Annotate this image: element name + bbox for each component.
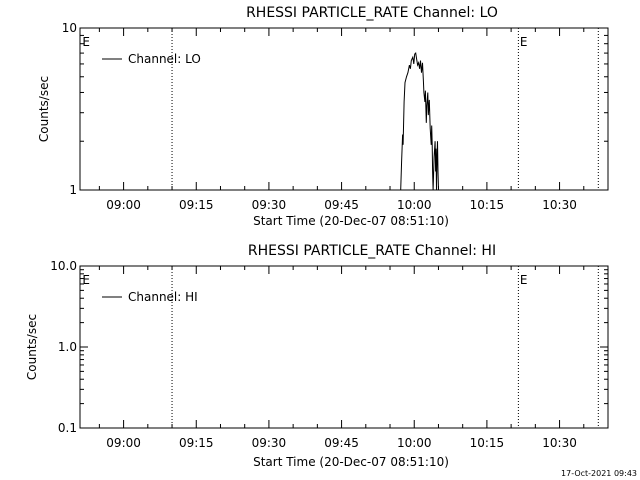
x-tick-label: 10:00 xyxy=(397,436,432,450)
y-tick-label: 10.0 xyxy=(50,259,77,273)
x-axis-label: Start Time (20-Dec-07 08:51:10) xyxy=(253,455,449,469)
x-tick-label: 09:45 xyxy=(324,198,359,212)
y-tick-label: 1 xyxy=(69,183,77,197)
x-axis-label: Start Time (20-Dec-07 08:51:10) xyxy=(253,214,449,228)
y-tick-label: 10 xyxy=(62,21,77,35)
series-line xyxy=(400,52,439,191)
x-tick-label: 09:30 xyxy=(252,198,287,212)
footer-timestamp: 17-Oct-2021 09:43 xyxy=(561,469,637,478)
x-tick-label: 09:15 xyxy=(179,436,214,450)
y-axis-label: Counts/sec xyxy=(25,314,39,380)
chart-title: RHESSI PARTICLE_RATE Channel: HI xyxy=(248,243,496,259)
x-tick-label: 09:30 xyxy=(252,436,287,450)
legend-label: Channel: LO xyxy=(128,52,201,66)
y-axis-label: Counts/sec xyxy=(37,76,51,142)
legend-label: Channel: HI xyxy=(128,290,198,304)
panel-lo: RHESSI PARTICLE_RATE Channel: LO E E 09:00 0… xyxy=(37,5,609,228)
plot-frame xyxy=(79,27,609,191)
event-marker-label: E xyxy=(520,273,528,287)
y-tick-label: 0.1 xyxy=(58,421,77,435)
chart-title: RHESSI PARTICLE_RATE Channel: LO xyxy=(246,5,498,21)
x-tick-label: 10:15 xyxy=(470,198,505,212)
x-tick-label: 10:00 xyxy=(397,198,432,212)
x-tick-label: 09:15 xyxy=(179,198,214,212)
x-tick-label: 10:15 xyxy=(470,436,505,450)
y-tick-label: 1.0 xyxy=(58,340,77,354)
x-tick-label: 09:00 xyxy=(106,198,141,212)
x-tick-label: 09:45 xyxy=(324,436,359,450)
event-marker-label: E xyxy=(82,273,90,287)
x-tick-label: 09:00 xyxy=(106,436,141,450)
x-tick-label: 10:30 xyxy=(542,198,577,212)
event-marker-label: E xyxy=(82,35,90,49)
x-tick-label: 10:30 xyxy=(542,436,577,450)
panel-hi: RHESSI PARTICLE_RATE Channel: HI E E 09:00 0… xyxy=(25,243,609,469)
event-marker-label: E xyxy=(520,35,528,49)
